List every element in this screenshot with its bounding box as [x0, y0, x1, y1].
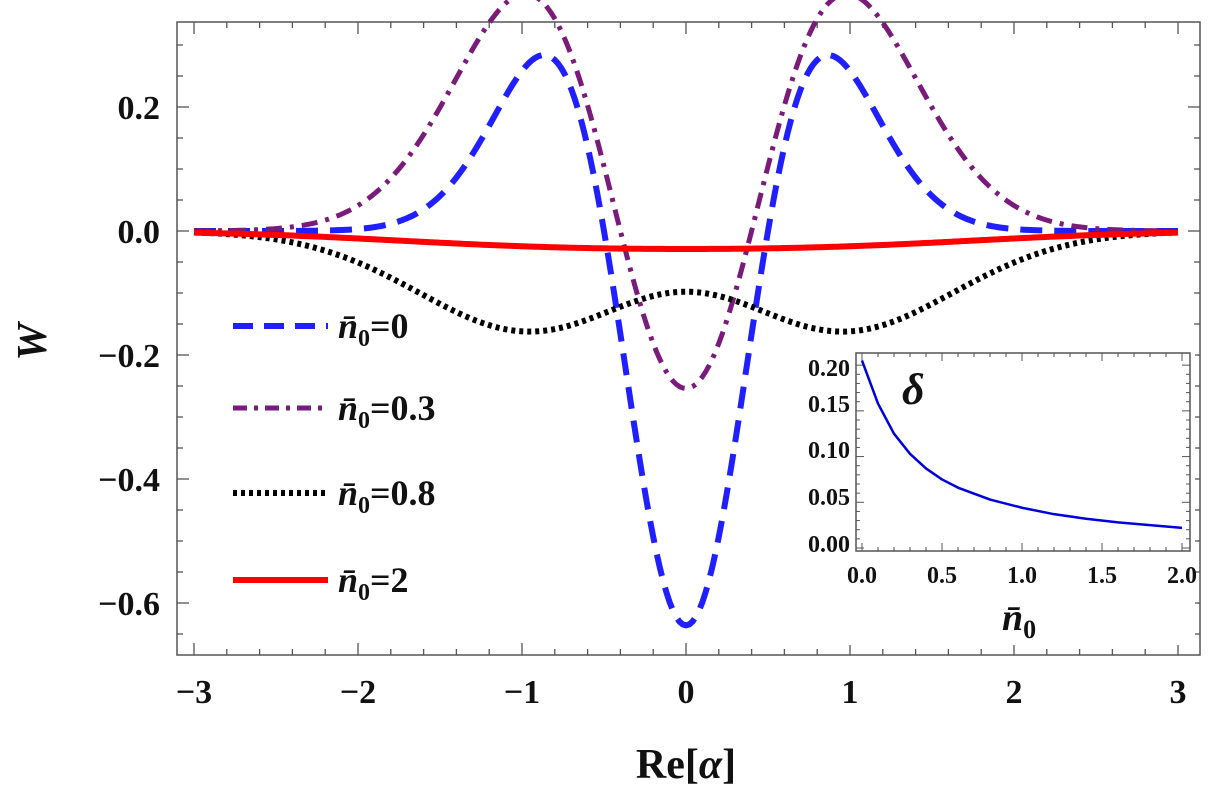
x-tick-label: 1: [842, 674, 859, 711]
legend-subscript: 0: [358, 580, 370, 606]
series-line-solid: [193, 229, 1179, 252]
inset-ticks: [856, 353, 1190, 551]
inset-x-tick-label: 1.0: [1007, 563, 1037, 589]
main-plot-frame: [176, 21, 1201, 656]
series-line-dotted: [193, 229, 1179, 335]
inset-x-axis-subscript: 0: [1023, 615, 1036, 644]
main-ticks: [177, 22, 1200, 655]
legend-subscript: 0: [358, 493, 370, 519]
y-tick-label: −0.4: [98, 462, 160, 499]
x-tick-label: 3: [1170, 674, 1187, 711]
x-tick-label: 0: [678, 674, 695, 711]
x-axis-title-close: ]: [722, 742, 736, 788]
inset-curve: [860, 360, 1183, 530]
inset-x-tick-label: 2.0: [1167, 563, 1197, 589]
x-tick-label: −3: [176, 674, 212, 711]
inset-x-tick-label: 0.0: [847, 563, 877, 589]
inset-x-tick-labels: 0.0 0.5 1.0 1.5 2.0: [847, 563, 1197, 589]
legend-subscript: 0: [358, 408, 370, 434]
y-tick-label: −0.2: [98, 338, 160, 375]
inset-x-tick-label: 0.5: [927, 563, 957, 589]
inset-y-tick-label: 0.00: [808, 532, 850, 558]
inset-frame: [855, 352, 1191, 552]
inset-background: [780, 345, 1195, 645]
main-curves: [193, 0, 1179, 629]
y-tick-label: 0.2: [118, 90, 161, 127]
inset-title-delta: δ: [902, 365, 925, 414]
x-axis-title-text: Re[: [636, 742, 699, 788]
y-axis-title: W: [10, 321, 56, 361]
legend-label: n̄0=0: [338, 306, 409, 352]
legend-subscript: 0: [358, 326, 370, 352]
legend-value: =0: [370, 306, 409, 346]
inset-x-axis-symbol: n̄: [1002, 597, 1023, 639]
legend-label: n̄0=0.8: [338, 473, 436, 519]
inset-y-tick-label: 0.05: [808, 485, 850, 511]
inset-y-tick-label: 0.15: [808, 392, 850, 418]
series-line-dashdot: [193, 0, 1179, 392]
legend-value: =2: [370, 560, 409, 600]
legend-symbol: n̄: [338, 473, 358, 513]
y-tick-label: −0.6: [98, 586, 160, 623]
series-line-dashed: [194, 52, 1178, 629]
x-tick-label: −1: [504, 674, 540, 711]
legend-value: =0.8: [370, 473, 436, 513]
legend-symbol: n̄: [338, 306, 358, 346]
legend-label: n̄0=0.3: [338, 388, 436, 434]
x-axis-title: Re[α]: [636, 742, 736, 788]
x-tick-labels: −3 −2 −1 0 1 2 3: [176, 674, 1187, 711]
inset-y-tick-label: 0.20: [808, 356, 850, 382]
legend: n̄0=0 n̄0=0.3 n̄0=0.8 n̄0=2: [233, 306, 436, 606]
y-tick-labels: 0.2 0.0 −0.2 −0.4 −0.6: [98, 90, 160, 623]
x-tick-label: 2: [1006, 674, 1023, 711]
legend-symbol: n̄: [338, 560, 358, 600]
inset-x-axis-title: n̄0: [1002, 597, 1036, 644]
x-axis-title-symbol: α: [699, 742, 723, 788]
x-tick-label: −2: [340, 674, 376, 711]
legend-label: n̄0=2: [338, 560, 409, 606]
inset-delta-line: [860, 360, 1183, 530]
legend-value: =0.3: [370, 388, 436, 428]
inset-y-tick-labels: 0.00 0.05 0.10 0.15 0.20: [808, 356, 850, 558]
inset-x-tick-label: 1.5: [1087, 563, 1117, 589]
inset-y-tick-label: 0.10: [808, 438, 850, 464]
y-tick-label: 0.0: [118, 214, 161, 251]
legend-symbol: n̄: [338, 388, 358, 428]
